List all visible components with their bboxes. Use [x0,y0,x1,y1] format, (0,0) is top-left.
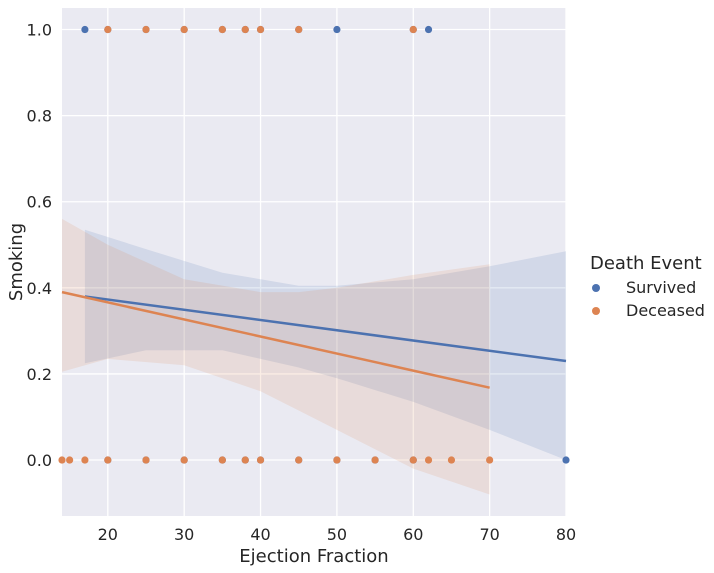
confidence-bands [62,218,567,495]
point-deceased [104,25,112,34]
legend-title: Death Event [590,253,702,274]
point-survived [424,25,433,34]
point-deceased [218,25,226,34]
y-tick-label: 0.6 [27,193,52,212]
y-tick-label: 0.2 [27,365,52,384]
ci-band-deceased [62,218,490,495]
regression-lines [61,290,567,389]
point-deceased [104,456,112,464]
legend-label-deceased: Deceased [626,301,705,320]
scatter-points [58,25,570,464]
point-deceased [66,456,74,464]
point-deceased [58,456,66,464]
point-deceased [409,25,417,34]
point-deceased [295,25,303,34]
point-deceased [256,25,265,34]
x-tick-label: 80 [556,525,576,544]
point-deceased [295,456,303,464]
point-deceased [371,456,379,464]
y-tick-label: 0.8 [27,107,52,126]
point-deceased [218,456,226,464]
x-tick-label: 40 [250,525,270,544]
x-tick-labels: 20 30 40 50 60 70 80 [98,525,577,544]
plot-background [62,8,566,516]
point-deceased [142,25,150,34]
y-tick-label: 0.4 [27,279,52,298]
point-deceased [241,25,249,34]
point-survived [333,25,341,34]
x-tick-label: 30 [174,525,194,544]
y-tick-label: 1.0 [27,21,52,40]
y-axis-title: Smoking [6,223,27,301]
x-tick-label: 50 [327,525,347,544]
point-survived [562,456,570,464]
regression-line-survived [84,295,567,363]
y-tick-label: 0.0 [27,451,52,470]
legend: Death Event Survived Deceased [590,253,705,320]
point-deceased [180,456,188,464]
point-deceased [486,456,494,464]
regression-line-deceased [61,290,490,389]
legend-marker-deceased [592,307,600,315]
point-deceased [81,456,89,464]
point-deceased [142,456,150,464]
point-deceased [241,456,249,464]
point-survived [81,25,89,34]
point-deceased [256,456,265,464]
ci-band-survived [84,229,567,460]
legend-label-survived: Survived [626,278,696,297]
x-tick-label: 60 [403,525,423,544]
point-deceased [333,456,341,464]
legend-marker-survived [592,284,600,292]
point-deceased [409,456,417,464]
point-deceased [424,456,433,464]
x-axis-title: Ejection Fraction [239,546,388,567]
x-tick-label: 20 [98,525,118,544]
point-deceased [447,456,456,464]
x-tick-label: 70 [479,525,499,544]
point-deceased [180,25,188,34]
y-tick-labels: 0.0 0.2 0.4 0.6 0.8 1.0 [27,21,52,471]
